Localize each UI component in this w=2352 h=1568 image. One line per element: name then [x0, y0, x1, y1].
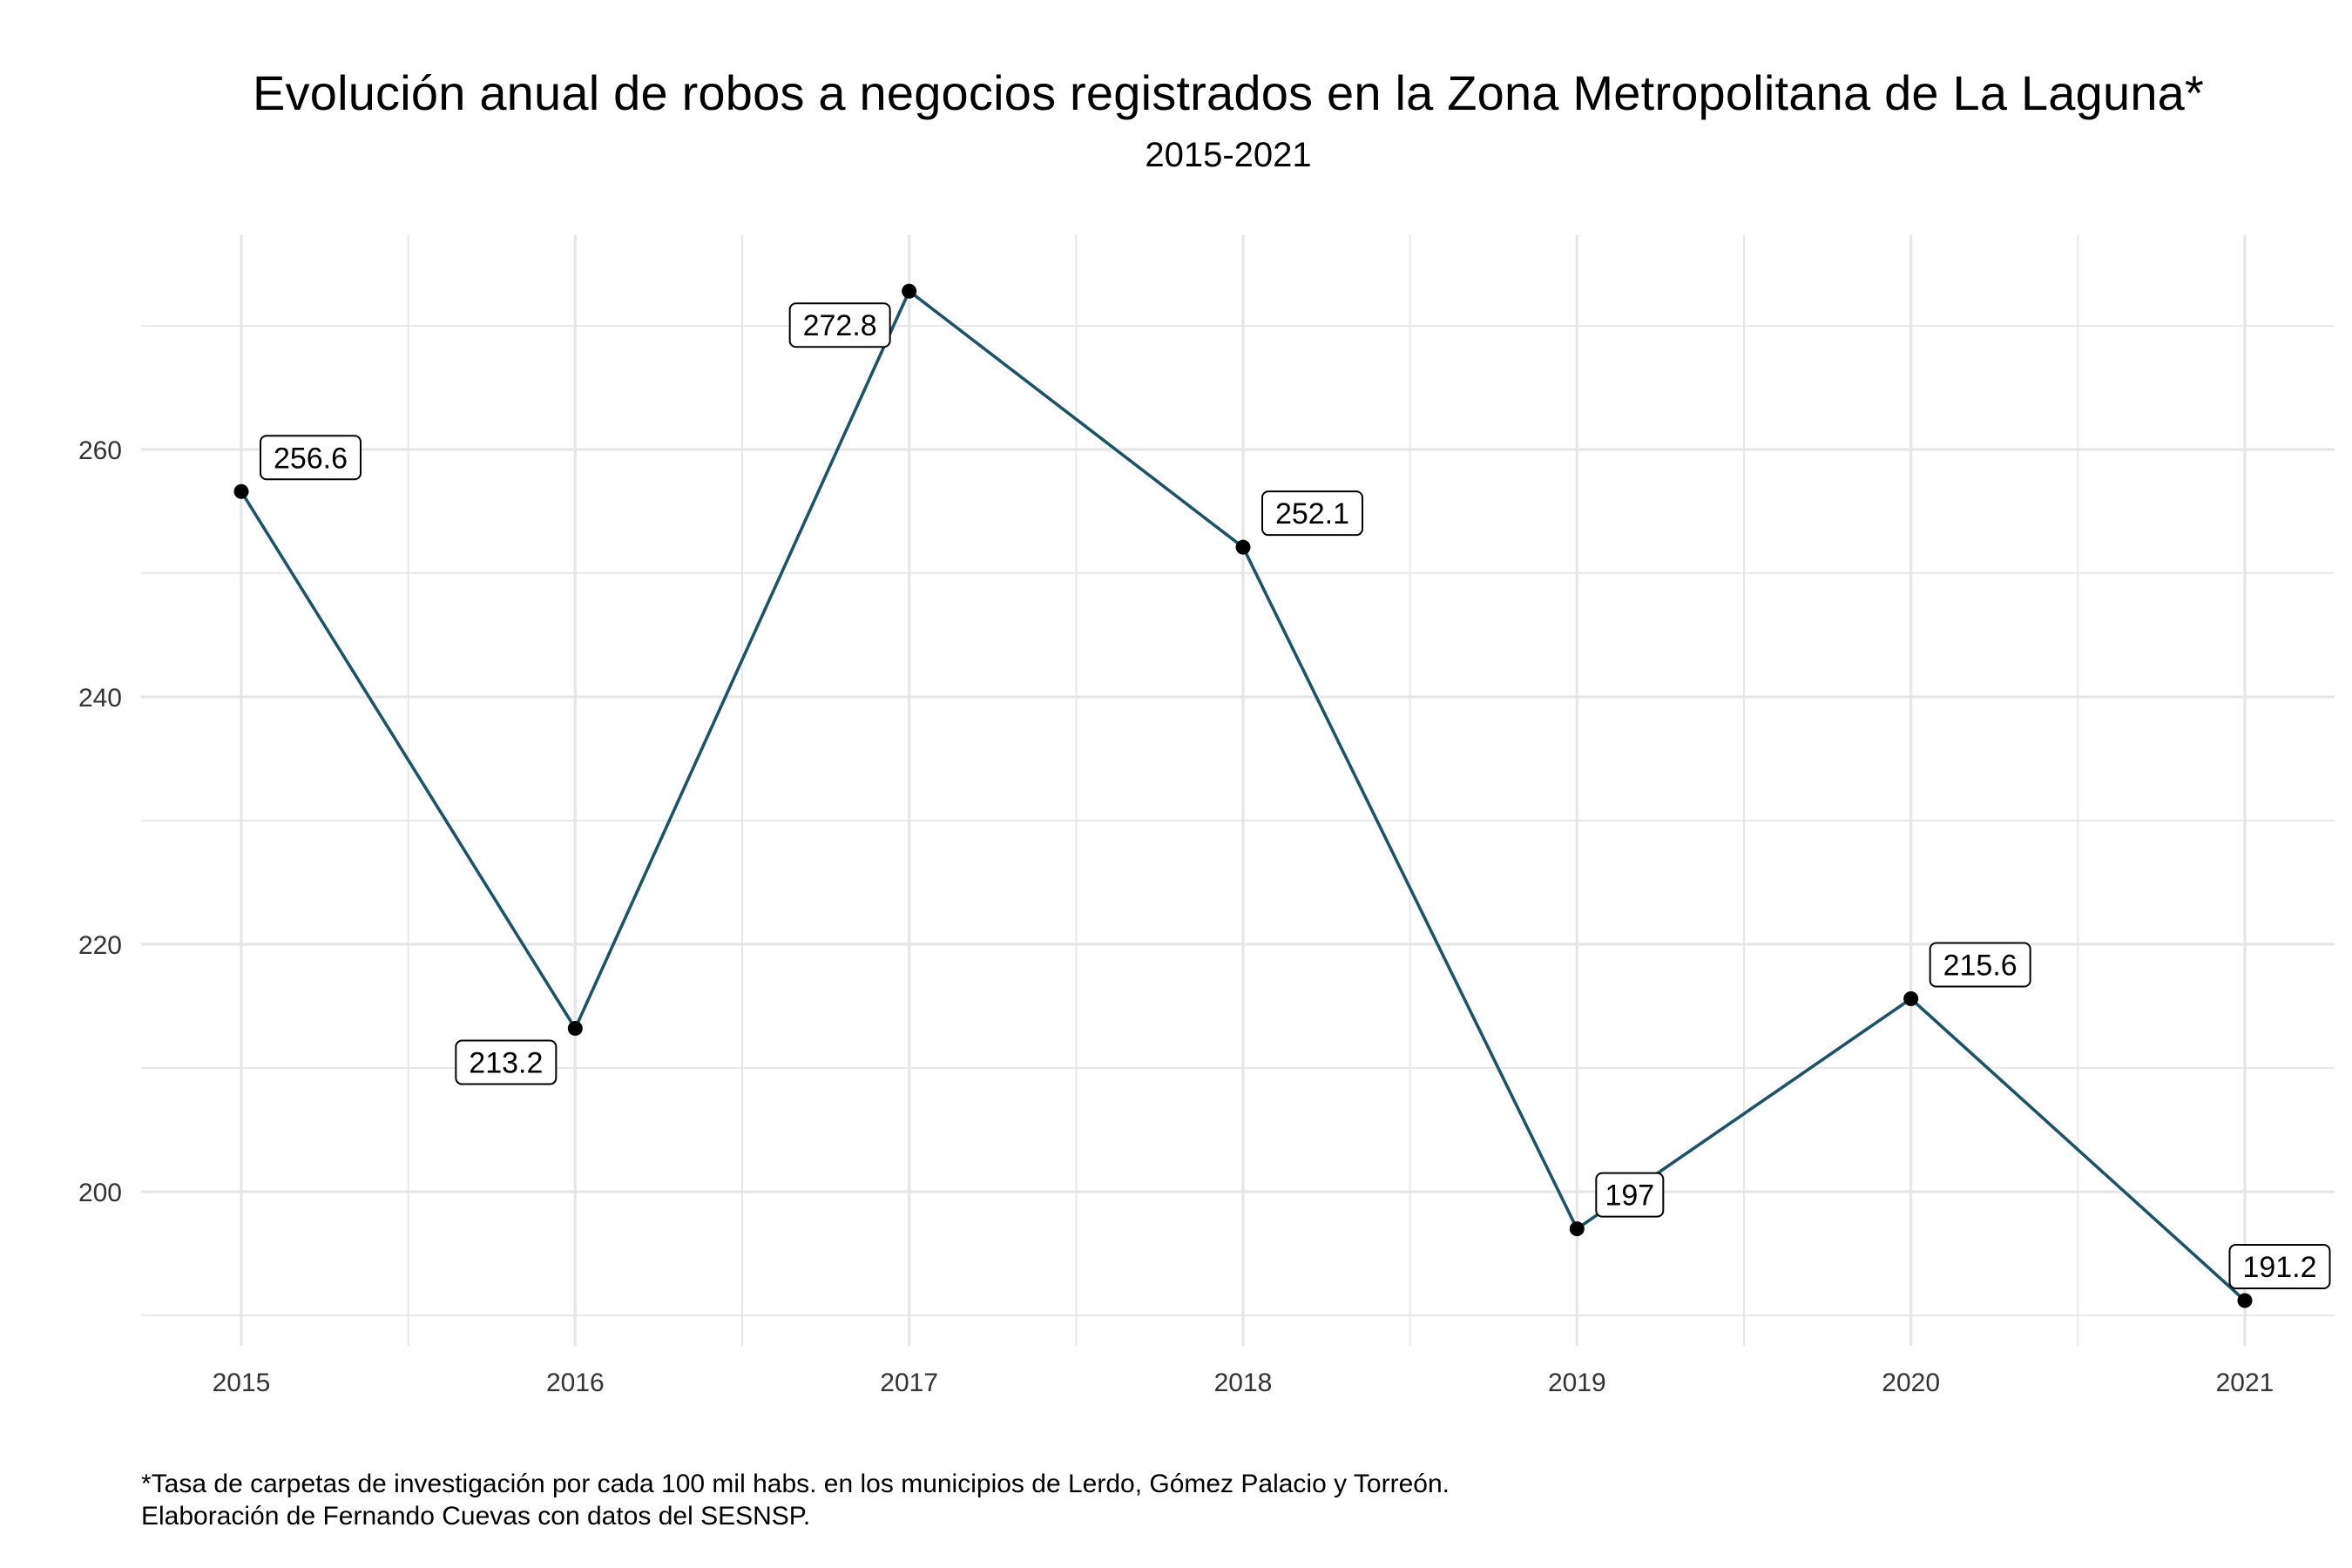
x-tick-label: 2019	[1548, 1369, 1606, 1397]
minor-gridlines	[141, 235, 2335, 1346]
caption-note: *Tasa de carpetas de investigación por c…	[141, 1470, 1450, 1498]
data-label-box	[788, 302, 891, 348]
x-tick-label: 2017	[880, 1369, 938, 1397]
data-point	[1235, 539, 1251, 555]
data-label: 215.6	[1929, 942, 2031, 988]
data-label-box	[1929, 942, 2031, 988]
caption-source: Elaboración de Fernando Cuevas con datos…	[141, 1502, 811, 1531]
data-label-text: 256.6	[274, 442, 348, 475]
chart-subtitle: 2015-2021	[1145, 136, 1312, 174]
y-tick-label: 240	[78, 684, 122, 713]
series-group	[233, 283, 2253, 1308]
data-label: 191.2	[2228, 1243, 2331, 1289]
data-label: 272.8	[788, 302, 891, 348]
major-gridlines	[141, 235, 2335, 1346]
data-label-text: 191.2	[2242, 1251, 2316, 1284]
data-label-box	[2228, 1243, 2331, 1289]
data-point	[902, 283, 917, 299]
data-point	[567, 1021, 583, 1037]
x-tick-label: 2018	[1214, 1369, 1273, 1397]
data-label: 213.2	[455, 1039, 558, 1085]
chart-title: Evolución anual de robos a negocios regi…	[252, 65, 2205, 120]
data-label-text: 252.1	[1275, 497, 1349, 531]
y-tick-label: 260	[78, 436, 122, 465]
data-label: 256.6	[260, 435, 362, 481]
data-label-box	[455, 1039, 558, 1085]
data-label: 197	[1595, 1172, 1665, 1218]
data-label-text: 197	[1605, 1179, 1654, 1213]
y-tick-label: 200	[78, 1179, 122, 1207]
x-axis-tick-labels: 2015 2016 2017 2018 2019 2020 2021	[213, 1369, 2274, 1397]
y-axis-tick-labels: 200 220 240 260	[78, 436, 122, 1207]
caption: *Tasa de carpetas de investigación por c…	[141, 1468, 1450, 1532]
data-label-box	[260, 435, 362, 481]
data-label-text: 272.8	[803, 309, 877, 342]
x-tick-label: 2021	[2216, 1369, 2274, 1397]
x-tick-label: 2020	[1882, 1369, 1940, 1397]
data-point	[233, 483, 249, 499]
data-point	[1903, 990, 1919, 1006]
data-label-text: 215.6	[1943, 949, 2017, 982]
data-label-text: 213.2	[469, 1047, 543, 1080]
data-point	[1569, 1221, 1585, 1237]
x-tick-label: 2015	[213, 1369, 271, 1397]
data-labels-group: 256.6 213.2 272.8 252.1 197 215.6 191.2	[260, 302, 2331, 1289]
y-tick-label: 220	[78, 931, 122, 960]
data-point	[2237, 1293, 2253, 1308]
data-label-box	[1261, 490, 1363, 537]
data-label: 252.1	[1261, 490, 1363, 537]
data-label-box	[1595, 1172, 1665, 1218]
x-tick-label: 2016	[546, 1369, 605, 1397]
